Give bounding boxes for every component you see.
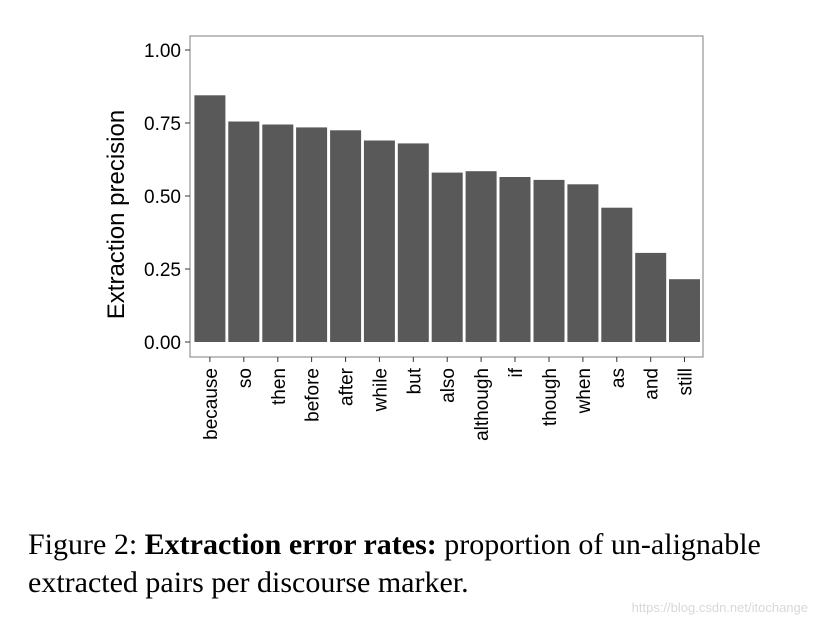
bar-and	[635, 252, 667, 342]
caption-text: proportion of un-alignable extracted pai…	[28, 528, 761, 599]
y-tick-label: 0.50	[144, 187, 181, 208]
bar-though	[533, 179, 565, 342]
watermark: https://blog.csdn.net/itochange	[631, 600, 808, 615]
bar-then	[262, 124, 294, 342]
x-tick-label: as	[608, 368, 629, 388]
bar-still	[669, 279, 700, 342]
x-tick-label: so	[235, 368, 256, 388]
x-tick-label: and	[642, 368, 663, 400]
x-tick-label: if	[506, 367, 527, 377]
x-tick-label: still	[676, 368, 697, 395]
x-tick-label: when	[574, 368, 595, 414]
bar-before	[296, 127, 328, 343]
y-tick-label: 0.00	[144, 333, 181, 354]
x-tick-label: also	[438, 368, 459, 403]
bar-but	[397, 143, 429, 342]
bar-while	[363, 140, 395, 342]
y-tick-label: 0.75	[144, 114, 181, 135]
x-tick-label: after	[337, 367, 358, 406]
x-tick-label: because	[201, 368, 222, 440]
y-tick-label: 0.25	[144, 260, 181, 281]
bar-also	[431, 172, 463, 342]
x-tick-label: although	[472, 368, 493, 441]
bar-after	[330, 130, 362, 342]
bar-if	[499, 177, 531, 342]
bar-because	[194, 95, 226, 342]
x-tick-label: but	[404, 367, 425, 394]
x-tick-label: then	[269, 368, 290, 405]
figure-caption: Figure 2: Extraction error rates: propor…	[28, 526, 798, 602]
bar-although	[465, 171, 497, 342]
x-tick-label: though	[540, 368, 561, 426]
y-axis-label: Extraction precision	[103, 110, 130, 319]
bar-so	[228, 121, 260, 342]
bar-as	[601, 207, 633, 342]
x-tick-label: while	[370, 368, 391, 412]
bar-when	[567, 184, 599, 342]
caption-label: Figure 2:	[28, 528, 138, 561]
caption-bold-text: Extraction error rates:	[144, 528, 437, 561]
x-tick-label: before	[303, 368, 324, 422]
y-tick-label: 1.00	[144, 41, 181, 62]
bar-chart: because so then before after while but also alth…	[103, 35, 704, 441]
